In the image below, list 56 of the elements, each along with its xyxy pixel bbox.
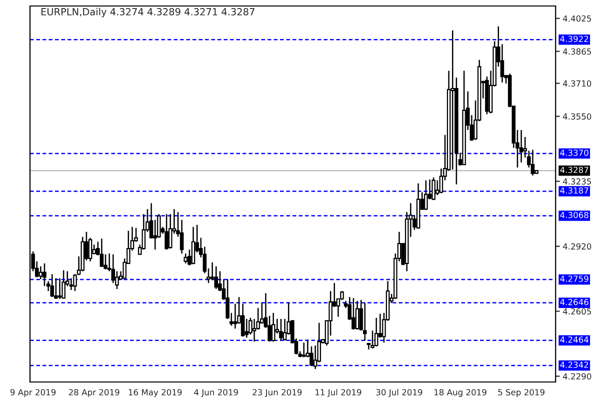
candlestick (352, 297, 356, 330)
y-tick-label: 4.2605 (562, 308, 591, 315)
candlestick (424, 180, 428, 211)
y-tick-label: 4.2920 (562, 243, 592, 250)
y-tick-label: 4.2290 (562, 373, 592, 380)
x-tick-label: 11 Jul 2019 (316, 388, 362, 397)
candlestick (191, 226, 196, 265)
candlestick (450, 30, 455, 170)
candlestick (100, 238, 104, 267)
chart-title: EURPLN,Daily 4.3274 4.3289 4.3271 4.3287 (41, 8, 254, 18)
candlestick (214, 266, 218, 290)
candlestick (42, 262, 46, 287)
ref-line-label: 4.3370 (560, 150, 588, 156)
candlestick (38, 266, 43, 280)
ref-line-label: 4.3068 (560, 212, 588, 218)
ref-line-label: 4.2646 (560, 298, 588, 306)
candlestick (310, 346, 314, 367)
candlestick (530, 149, 535, 176)
y-tick-label: 4.3550 (562, 113, 592, 120)
candlestick (432, 176, 436, 201)
x-tick-label: 4 Jun 2019 (194, 389, 238, 397)
y-tick-label: 4.3710 (562, 80, 592, 87)
candlestick (164, 213, 168, 250)
x-tick-label: 23 Jun 2019 (252, 389, 302, 397)
candlestick (355, 300, 360, 330)
x-tick-label: 16 May 2019 (128, 389, 182, 398)
ref-line-label: 4.2464 (560, 336, 588, 343)
candlestick (62, 270, 66, 299)
ref-line-label: 4.3187 (560, 187, 588, 194)
candlestick (519, 129, 524, 164)
y-tick-label: 4.3865 (562, 48, 591, 55)
candlestick (233, 303, 238, 330)
y-tick-label: 4.4025 (562, 15, 591, 22)
x-tick-label: 28 Apr 2019 (68, 389, 120, 398)
candlestick (244, 318, 249, 338)
candlestick (240, 303, 245, 338)
candlestick (279, 318, 283, 342)
ref-line-label: 4.3287 (560, 166, 588, 174)
ref-line-label: 4.2759 (560, 276, 588, 282)
candlestick (363, 302, 367, 342)
x-tick-label: 5 Sep 2019 (498, 389, 544, 398)
x-tick-label: 30 Jul 2019 (376, 388, 422, 397)
candlestick (374, 317, 378, 347)
candlestick (271, 312, 276, 342)
candlestick (302, 342, 306, 358)
candlestick (50, 274, 54, 298)
candlestick (104, 254, 108, 270)
x-tick-label: 9 Apr 2019 (10, 389, 56, 398)
candlestick (58, 278, 62, 300)
ref-line-label: 4.3922 (560, 36, 588, 42)
candlestick (54, 278, 58, 300)
x-tick-label: 18 Aug 2019 (434, 389, 486, 398)
ref-line-label: 4.2342 (560, 362, 588, 368)
candlestick (184, 252, 188, 264)
y-tick-label: 4.3235 (562, 178, 591, 185)
candlestick (168, 213, 172, 250)
